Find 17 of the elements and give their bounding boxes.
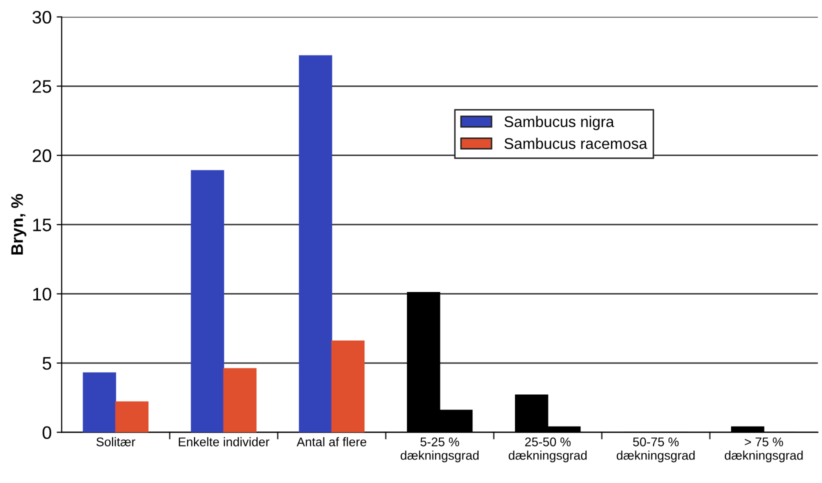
y-tick-label: 30 — [32, 10, 52, 24]
y-tick-label: 15 — [33, 218, 52, 232]
x-tick-label: 5-25 % dækningsgrad — [400, 437, 479, 462]
x-tick-label: Enkelte individer — [178, 437, 270, 446]
x-tick-label: 25-50 % dækningsgrad — [508, 437, 587, 462]
y-tick-label: 10 — [33, 288, 52, 301]
x-tick-label: Solitær — [96, 437, 136, 446]
y-tick-label: 0 — [42, 426, 52, 440]
x-tick-label: Antal af flere — [296, 437, 366, 446]
y-axis-title: Bryn, % — [11, 194, 26, 255]
y-tick-label: 5 — [42, 357, 52, 370]
y-tick-label: 20 — [32, 149, 52, 162]
x-tick-label: > 75 % dækningsgrad — [724, 438, 803, 462]
legend-label: Sambucus nigra — [504, 116, 614, 130]
x-tick-label: 50-75 % dækningsgrad — [616, 437, 695, 462]
legend-label: Sambucus racemosa — [504, 138, 648, 150]
y-tick-label: 25 — [32, 80, 52, 93]
